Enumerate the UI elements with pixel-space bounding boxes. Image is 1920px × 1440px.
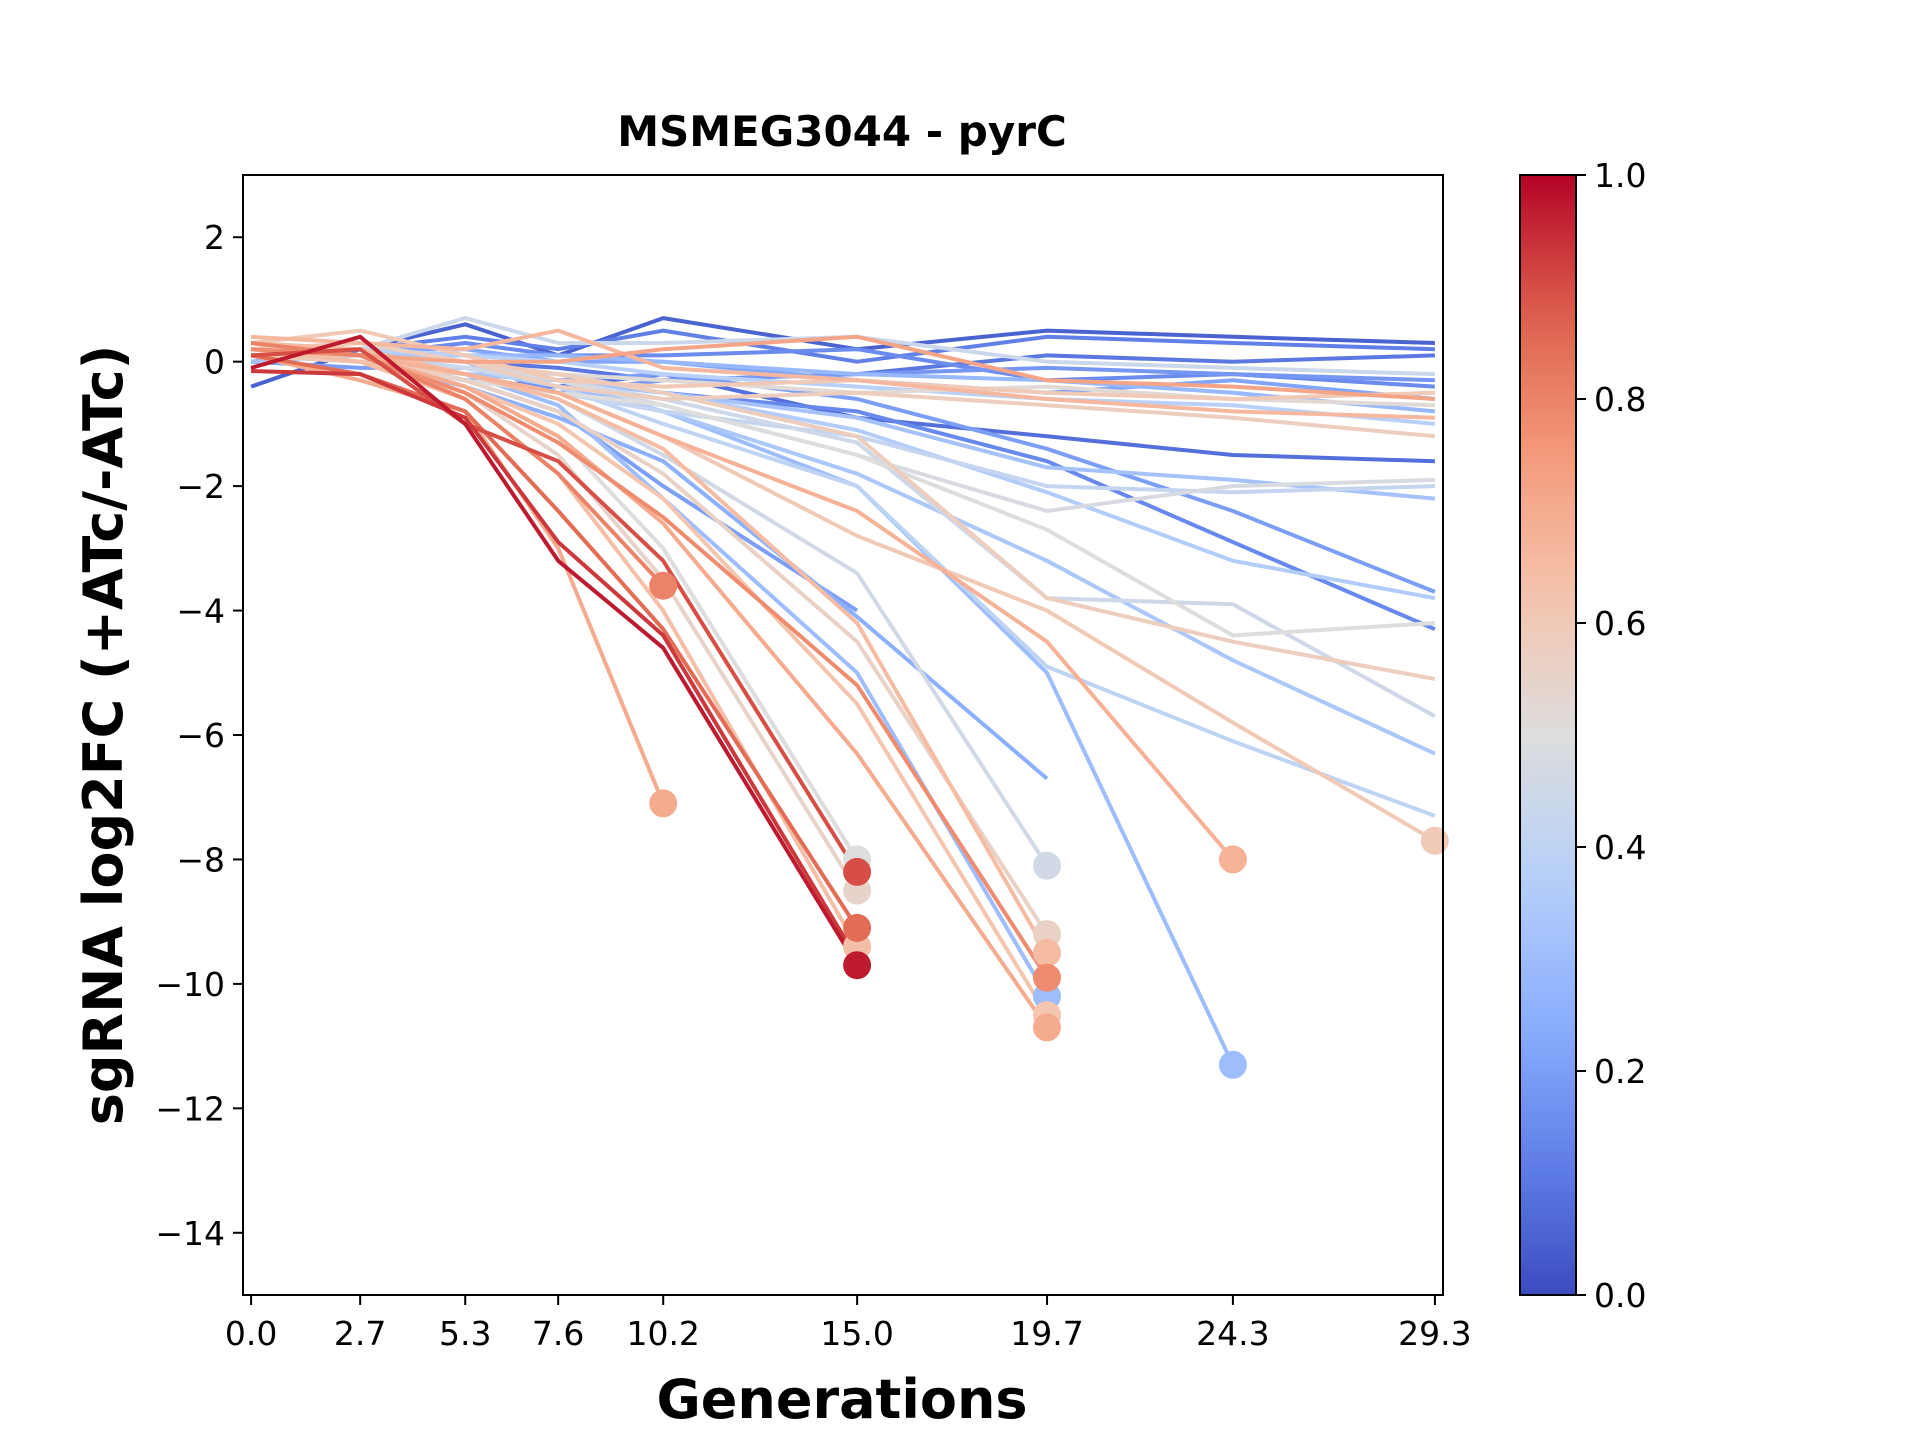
x-axis-label: Generations <box>656 1368 1027 1431</box>
y-axis: 2 0 −2 −4 −6 −8 −10 −12 −14 <box>155 218 243 1253</box>
x-tick-label-1: 2.7 <box>334 1314 386 1353</box>
series-end-marker-13 <box>1218 1050 1247 1079</box>
series-line-31 <box>250 328 1435 401</box>
colorbar-tick-label-5: 1.0 <box>1594 156 1646 195</box>
series-line-11 <box>251 353 1436 414</box>
x-tick-label-7: 24.3 <box>1196 1314 1269 1353</box>
colorbar-tick-label-1: 0.2 <box>1594 1052 1646 1091</box>
y-axis-label: sgRNA log2FC (+ATc/-ATc) <box>72 345 135 1126</box>
series-line-36 <box>250 328 1435 420</box>
y-tick-label-7: −12 <box>155 1089 225 1128</box>
marker-layer <box>649 571 1449 1079</box>
series-end-marker-35 <box>1033 938 1061 967</box>
colorbar-tick-label-4: 0.8 <box>1594 380 1646 419</box>
colorbar-gradient <box>1520 175 1576 1295</box>
series-end-marker-43 <box>843 913 872 942</box>
x-tick-label-8: 29.3 <box>1398 1314 1471 1353</box>
x-tick-label-5: 15.0 <box>820 1314 893 1353</box>
series-end-marker-37 <box>1218 845 1247 874</box>
colorbar-tick-label-0: 0.0 <box>1594 1276 1646 1315</box>
series-line-17 <box>251 347 1436 426</box>
colorbar: 0.0 0.2 0.4 0.6 0.8 1.0 <box>1519 156 1646 1315</box>
series-line-43 <box>250 353 859 929</box>
series-end-marker-39 <box>649 789 678 818</box>
series-line-45 <box>250 334 859 967</box>
chart-title: MSMEG3044 - pyrC <box>617 107 1067 156</box>
series-line-40 <box>250 334 1436 401</box>
x-tick-label-0: 0.0 <box>225 1314 277 1353</box>
series-end-marker-22 <box>1033 851 1061 880</box>
y-tick-label-0: 2 <box>204 218 225 257</box>
series-end-marker-41 <box>1033 963 1061 992</box>
y-tick-label-3: −4 <box>176 592 225 631</box>
colorbar-frame <box>1519 174 1577 1296</box>
x-axis: 0.0 2.7 5.3 7.6 10.2 15.0 19.7 24.3 29.3 <box>225 1295 1472 1353</box>
series-end-marker-42 <box>649 571 678 600</box>
colorbar-ticks: 0.0 0.2 0.4 0.6 0.8 1.0 <box>1576 156 1646 1315</box>
series-end-marker-45 <box>843 951 872 980</box>
series-end-marker-44 <box>843 857 872 886</box>
y-tick-label-1: 0 <box>204 343 225 382</box>
series-line-44 <box>250 347 859 873</box>
colorbar-tick-label-2: 0.4 <box>1594 828 1646 867</box>
x-tick-label-3: 7.6 <box>532 1314 584 1353</box>
series-line-30 <box>250 341 1436 439</box>
series-end-marker-32 <box>1420 826 1449 855</box>
x-tick-label-4: 10.2 <box>626 1314 699 1353</box>
x-tick-label-2: 5.3 <box>439 1314 491 1353</box>
x-tick-label-6: 19.7 <box>1010 1314 1083 1353</box>
colorbar-tick-label-3: 0.6 <box>1594 604 1646 643</box>
series-line-46 <box>251 369 859 961</box>
plot-area <box>242 174 1449 1296</box>
series-line-18 <box>251 353 1436 818</box>
y-tick-label-6: −10 <box>155 965 225 1004</box>
series-layer <box>250 316 1436 1066</box>
y-tick-label-8: −14 <box>155 1214 225 1253</box>
y-tick-label-5: −8 <box>176 840 225 879</box>
y-tick-label-4: −6 <box>176 716 225 755</box>
series-end-marker-38 <box>1033 1013 1061 1042</box>
y-tick-label-2: −2 <box>176 467 225 506</box>
